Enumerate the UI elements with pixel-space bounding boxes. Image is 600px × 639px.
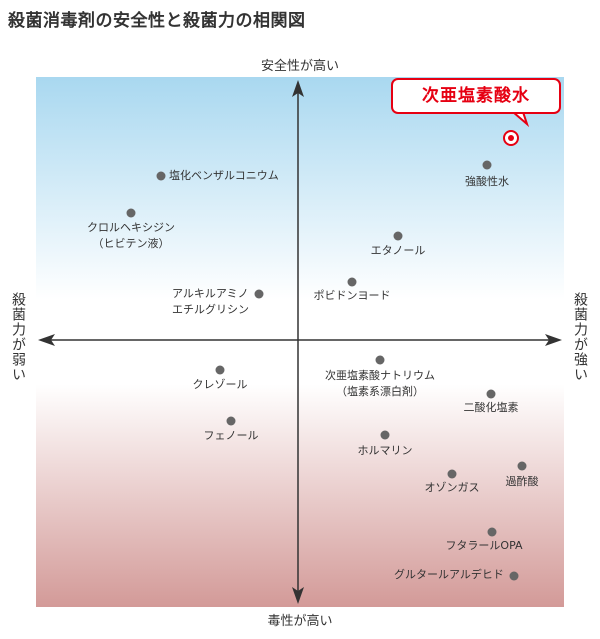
- axis-label-right: 殺菌力が強い: [572, 292, 588, 382]
- point-label: 過酢酸: [505, 475, 539, 488]
- point-label: エタノール: [370, 244, 426, 257]
- point-label: エチルグリシン: [172, 303, 249, 316]
- point-label: （塩素系漂白剤）: [336, 385, 424, 398]
- point-label: オゾンガス: [424, 481, 480, 494]
- highlight-callout: 次亜塩素酸水: [391, 78, 561, 114]
- point-label: （ヒビテン液）: [92, 237, 170, 250]
- arrow-down-icon: [292, 587, 304, 604]
- point-benzalkonium-chloride: [156, 171, 166, 181]
- point-cresol: [215, 365, 225, 375]
- point-label: アルキルアミノ: [172, 287, 249, 300]
- point-chlorhexidine: [126, 208, 136, 218]
- arrow-left-icon: [38, 334, 55, 346]
- point-label: 二酸化塩素: [463, 401, 519, 414]
- point-strong-acid-water: [482, 160, 492, 170]
- axis-label-bottom: 毒性が高い: [267, 614, 333, 629]
- point-phthalaldehyde-opa: [487, 527, 497, 537]
- point-label: 強酸性水: [465, 175, 509, 188]
- point-label: クロルヘキシジン: [87, 221, 175, 234]
- point-label: クレゾール: [192, 378, 248, 391]
- axis-label-left: 殺菌力が弱い: [10, 292, 26, 382]
- point-ozone-gas: [447, 469, 457, 479]
- point-label: グルタールアルデヒド: [394, 568, 504, 581]
- axis-label-top: 安全性が高い: [260, 59, 339, 74]
- point-label: ポビドンヨード: [313, 289, 391, 302]
- point-alkyl-amino-ethyl-glycine: [254, 289, 264, 299]
- point-peracetic-acid: [517, 461, 527, 471]
- point-phenol: [226, 416, 236, 426]
- point-label: ホルマリン: [357, 444, 413, 457]
- page-title: 殺菌消毒剤の安全性と殺菌力の相関図: [8, 11, 306, 31]
- chart-background: [36, 77, 564, 607]
- point-chlorine-dioxide: [486, 389, 496, 399]
- point-ethanol: [393, 231, 403, 241]
- point-glutaraldehyde: [509, 571, 519, 581]
- point-povidone-iodine: [347, 277, 357, 287]
- point-label: フタラールOPA: [445, 539, 523, 552]
- point-label: 次亜塩素酸ナトリウム: [325, 369, 435, 382]
- arrow-right-icon: [545, 334, 562, 346]
- point-formalin: [380, 430, 390, 440]
- point-label: 塩化ベンザルコニウム: [169, 169, 279, 182]
- arrow-up-icon: [292, 80, 304, 97]
- highlight-point: [503, 130, 519, 146]
- point-sodium-hypochlorite: [375, 355, 385, 365]
- point-label: フェノール: [203, 429, 259, 442]
